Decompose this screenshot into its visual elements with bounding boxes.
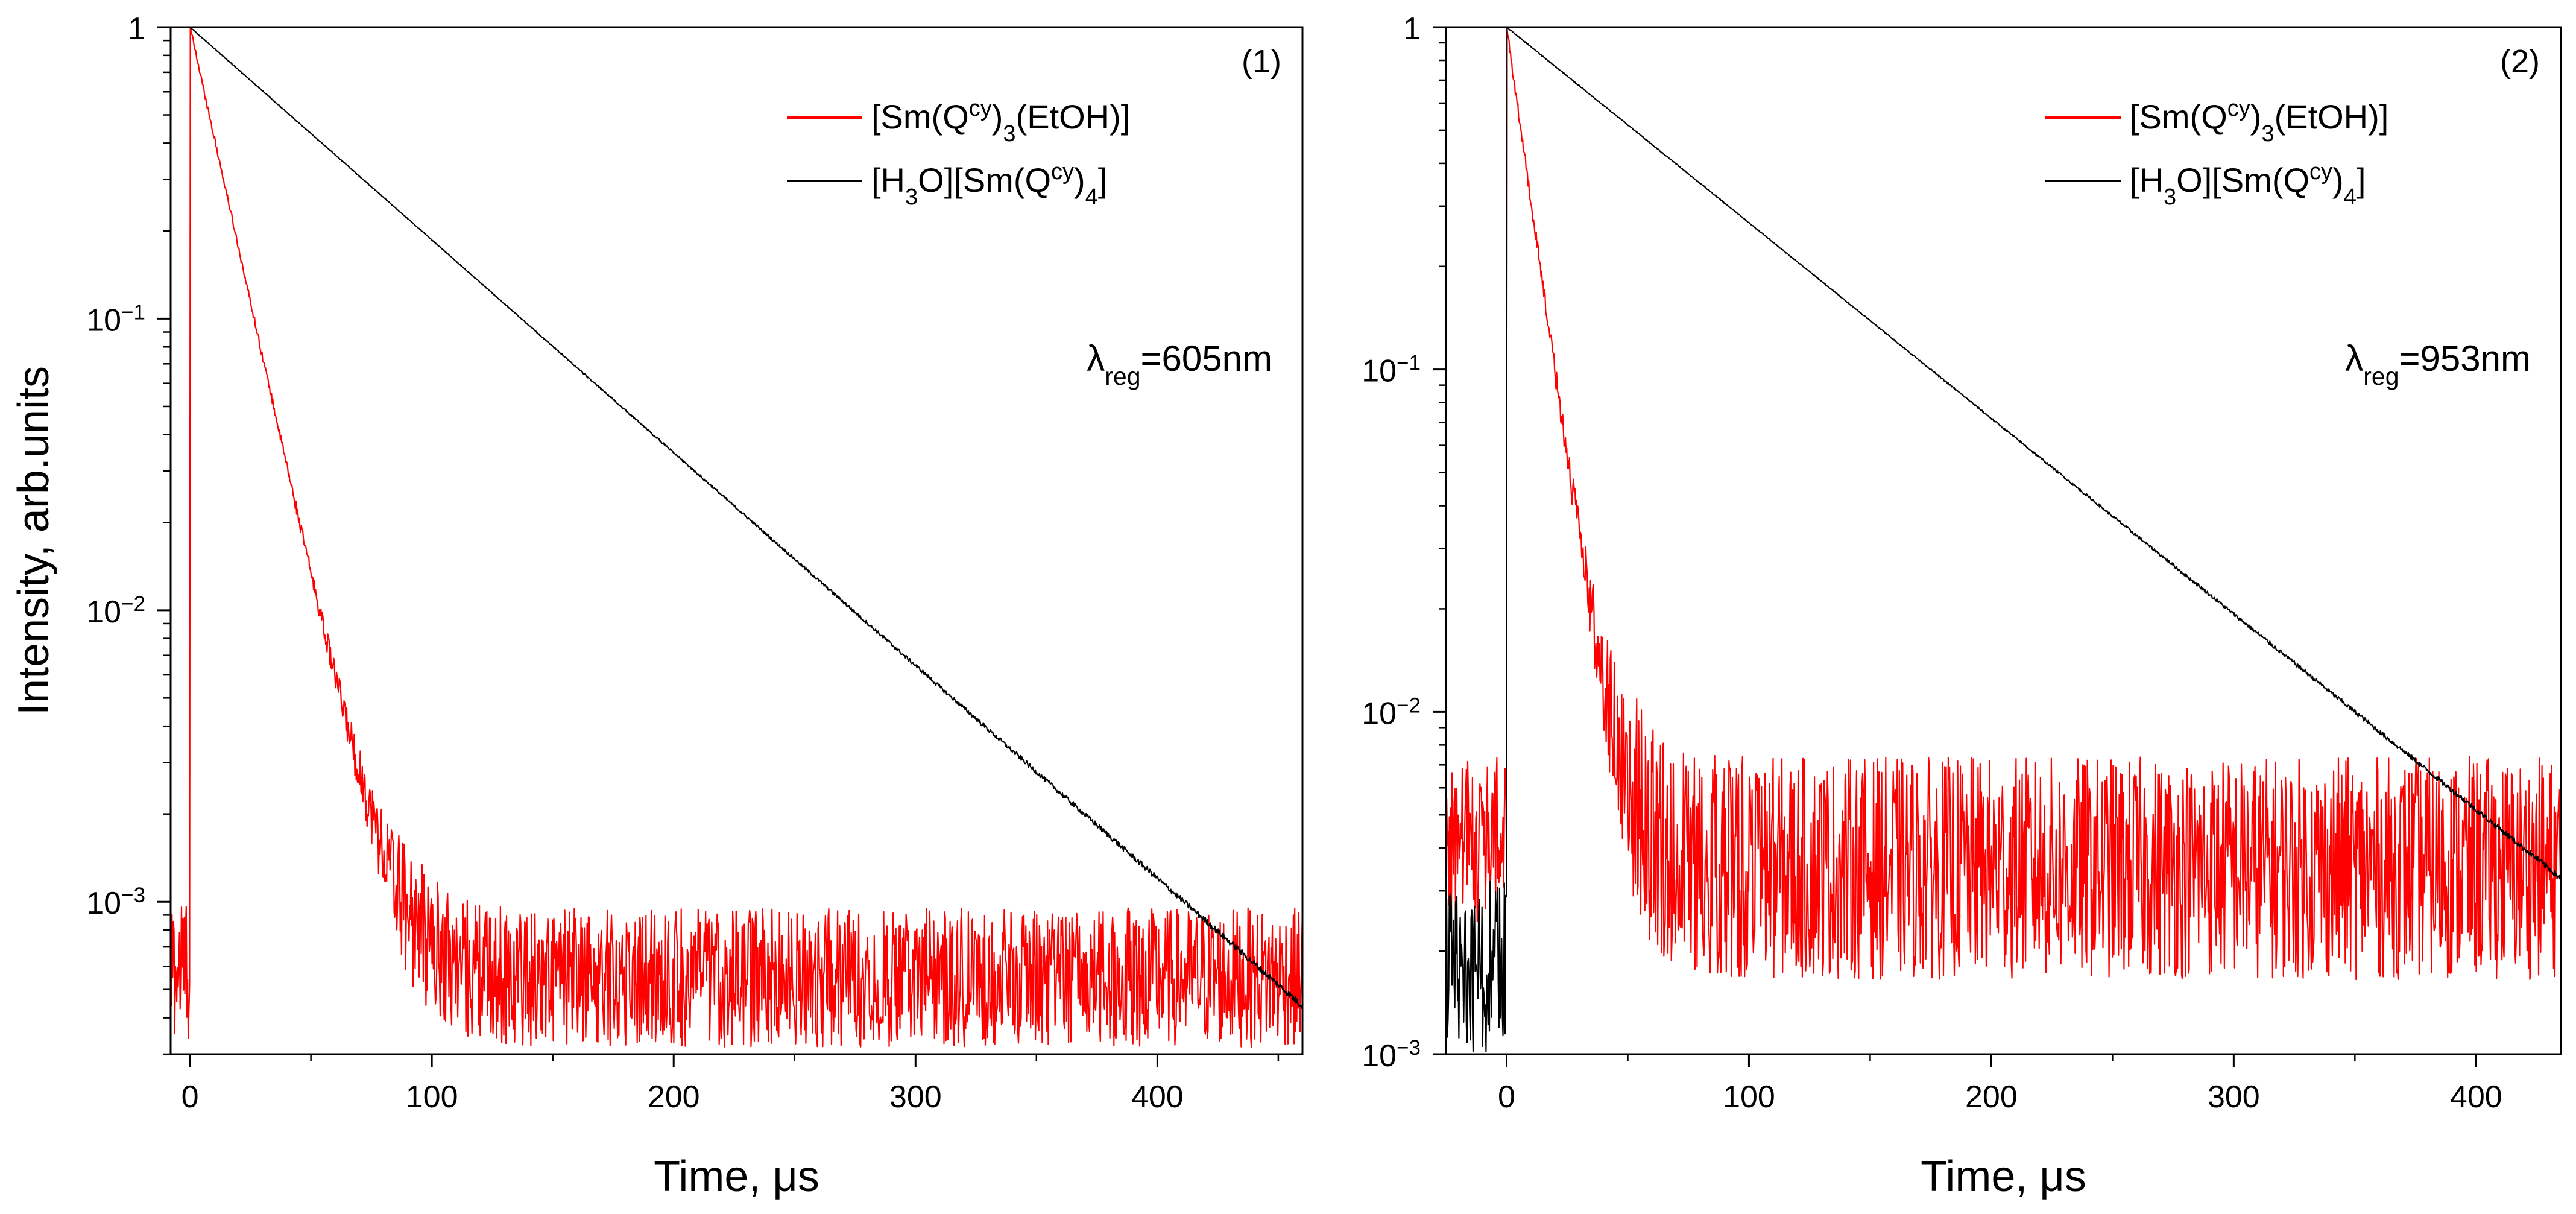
x-tick-label: 400 <box>2450 1080 2502 1114</box>
chart-panel-1: 0 100 200 300 400 1 10−1 10−2 10−3 Time, μs Intens… <box>10 11 1304 1201</box>
y-tick-label: 10−1 <box>86 300 145 338</box>
y-tick-label: 10−2 <box>86 592 145 630</box>
series-line-2 <box>189 27 1302 1009</box>
y-tick-label: 1 <box>1403 11 1421 46</box>
wavelength-annotation: λreg=953nm <box>2345 338 2531 390</box>
x-axis-label: Time, μs <box>654 1152 819 1201</box>
series-line-1 <box>1446 27 2561 981</box>
x-tick-label: 300 <box>889 1080 942 1114</box>
plot-frame <box>1445 26 2562 1055</box>
legend-label-2: [H3O][Sm(Qcy)4] <box>2130 159 2366 210</box>
series-line-2 <box>1446 27 2561 1052</box>
chart-panel-2: 0 100 200 300 400 1 10−1 10−2 10−3 Time, μs (2) [Sm… <box>1362 11 2562 1201</box>
plot-area <box>171 27 1302 1048</box>
x-tick-label: 100 <box>406 1080 458 1114</box>
x-tick-label: 0 <box>1498 1080 1515 1114</box>
y-tick-label: 10−1 <box>1362 351 1421 389</box>
wavelength-annotation: λreg=605nm <box>1087 338 1272 390</box>
legend-label-2: [H3O][Sm(Qcy)4] <box>871 159 1107 210</box>
plot-area <box>1446 27 2561 1052</box>
x-tick-label: 0 <box>182 1080 199 1114</box>
y-tick-label: 1 <box>128 11 145 46</box>
x-tick-label: 200 <box>648 1080 700 1114</box>
series-line-1 <box>171 27 1302 1048</box>
x-axis-label: Time, μs <box>1921 1152 2086 1201</box>
panel-label: (2) <box>2500 43 2540 80</box>
x-tick-label: 300 <box>2208 1080 2260 1114</box>
plot-frame <box>169 26 1304 1055</box>
y-tick-label: 10−2 <box>1362 694 1421 732</box>
panel-label: (1) <box>1242 43 1281 80</box>
y-tick-label: 10−3 <box>86 884 145 922</box>
legend-label-1: [Sm(Qcy)3(EtOH)] <box>871 96 1130 147</box>
x-tick-label: 400 <box>1131 1080 1184 1114</box>
legend-label-1: [Sm(Qcy)3(EtOH)] <box>2130 96 2388 147</box>
x-tick-label: 100 <box>1723 1080 1775 1114</box>
x-tick-label: 200 <box>1965 1080 2018 1114</box>
y-tick-label: 10−3 <box>1362 1036 1421 1074</box>
y-axis-label: Intensity, arb.units <box>10 366 58 715</box>
